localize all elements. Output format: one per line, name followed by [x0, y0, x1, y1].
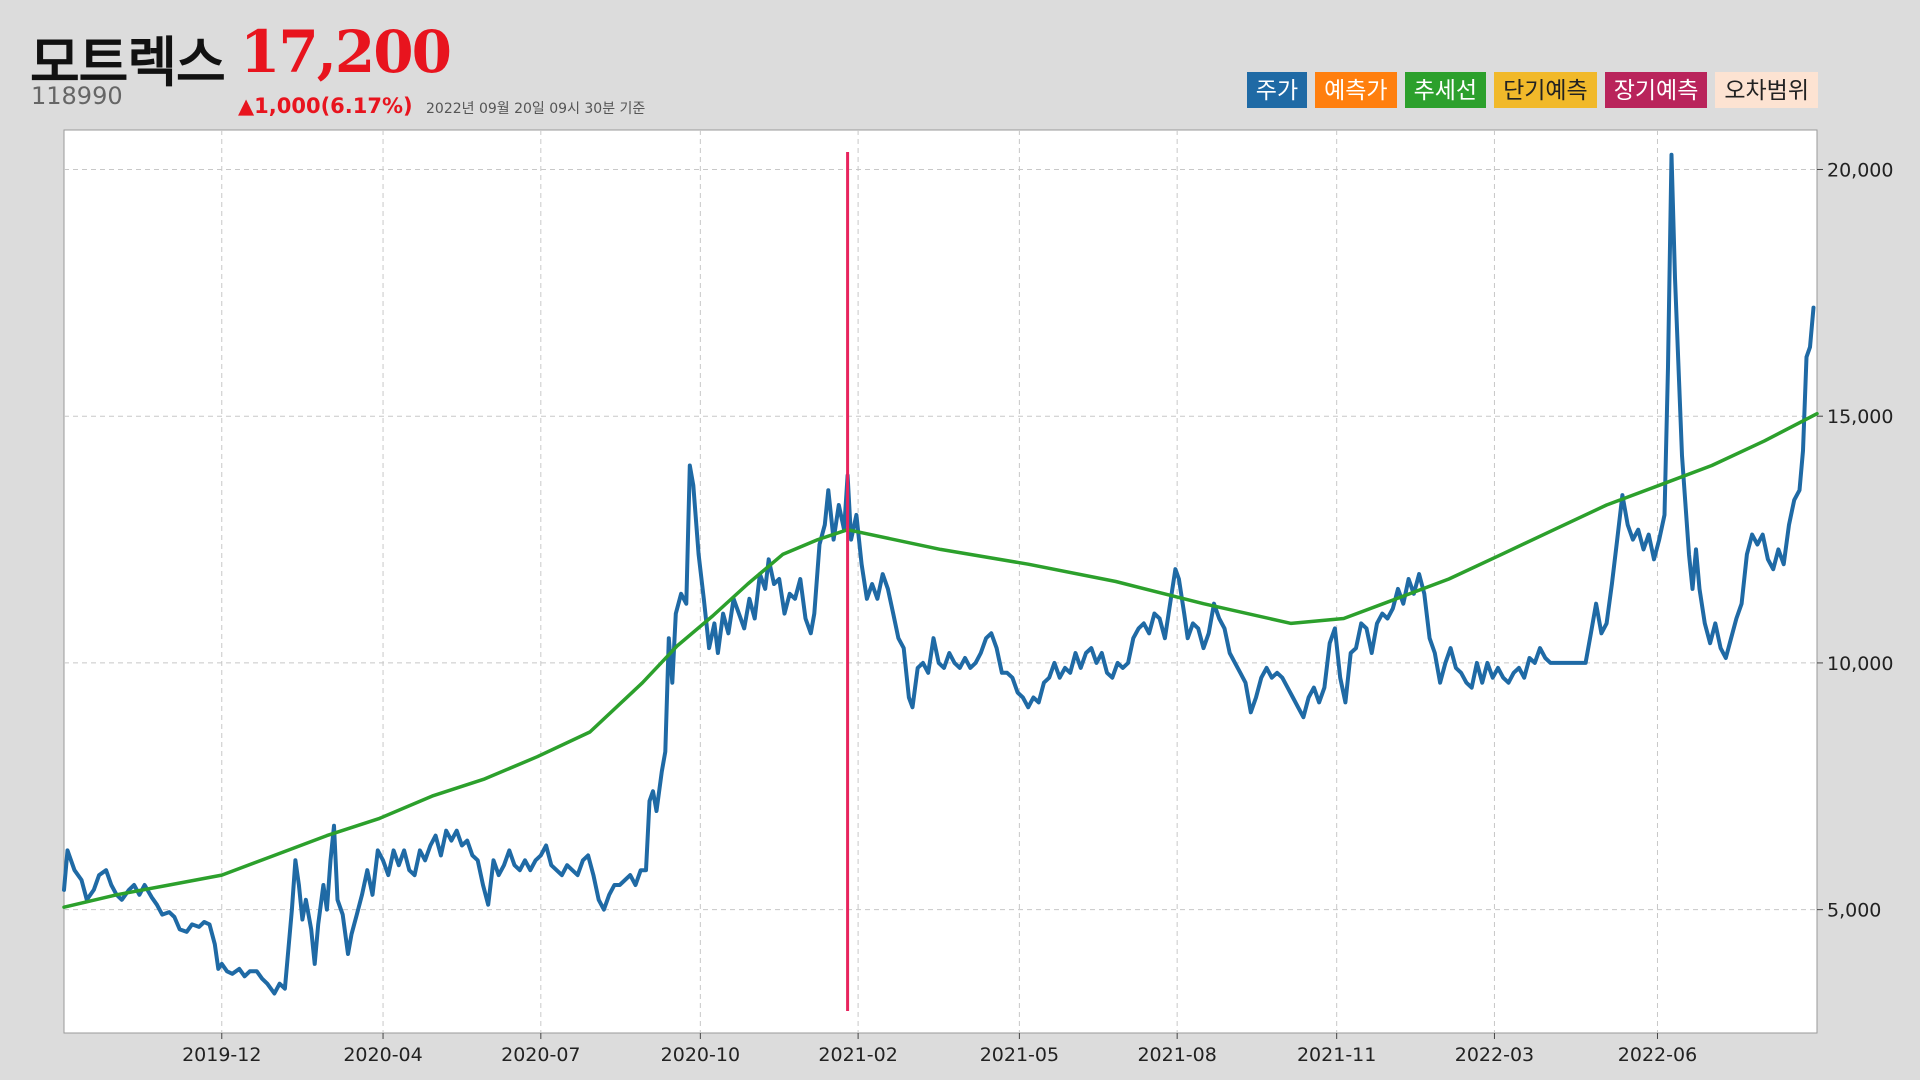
x-axis: 2019-12 2020-04 2020-07 2020-10 2021-02 2021-… [182, 1033, 1697, 1066]
y-axis: 5,000 10,000 15,000 20,000 [1817, 159, 1893, 922]
x-tick-label: 2020-07 [501, 1044, 580, 1066]
legend-item-trend-line[interactable]: 추세선 [1404, 72, 1487, 108]
stock-code: 118990 [31, 82, 123, 110]
legend-item-error-range[interactable]: 오차범위 [1715, 72, 1818, 108]
x-tick-label: 2020-04 [343, 1044, 422, 1066]
series-line-trend [62, 411, 1819, 909]
y-tick-label: 15,000 [1827, 406, 1893, 428]
stock-price: 17,200 [240, 18, 452, 86]
series-line-stock-price [62, 152, 1816, 996]
x-tick-label: 2022-03 [1455, 1044, 1534, 1066]
x-tick-label: 2019-12 [182, 1044, 261, 1066]
x-tick-label: 2020-10 [661, 1044, 740, 1066]
legend-item-forecast-price[interactable]: 예측가 [1315, 72, 1397, 108]
legend-item-stock-price[interactable]: 주가 [1246, 72, 1308, 108]
x-tick-label: 2021-05 [980, 1044, 1059, 1066]
y-tick-label: 20,000 [1827, 159, 1893, 181]
x-tick-label: 2022-06 [1618, 1044, 1697, 1066]
y-tick-label: 10,000 [1827, 653, 1893, 675]
x-tick-label: 2021-08 [1137, 1044, 1216, 1066]
stock-name: 모트렉스 [30, 31, 226, 94]
legend-item-short-term-forecast[interactable]: 단기예측 [1494, 72, 1597, 108]
plot-area [63, 129, 1818, 1034]
price-change: ▲1,000(6.17%) [238, 94, 413, 118]
x-tick-label: 2021-11 [1297, 1044, 1376, 1066]
legend-item-long-term-forecast[interactable]: 장기예측 [1604, 72, 1708, 108]
header: 모트렉스 17,200 118990 ▲1,000(6.17%) 2022년 0… [0, 0, 1920, 130]
y-tick-label: 5,000 [1827, 900, 1881, 922]
series-layer [62, 152, 1819, 996]
timestamp: 2022년 09월 20일 09시 30분 기준 [426, 101, 646, 117]
x-tick-label: 2021-02 [818, 1044, 897, 1066]
grid [64, 130, 1817, 1033]
legend: 주가 예측가 추세선 단기예측 장기예측 오차범위 [1246, 72, 1818, 108]
